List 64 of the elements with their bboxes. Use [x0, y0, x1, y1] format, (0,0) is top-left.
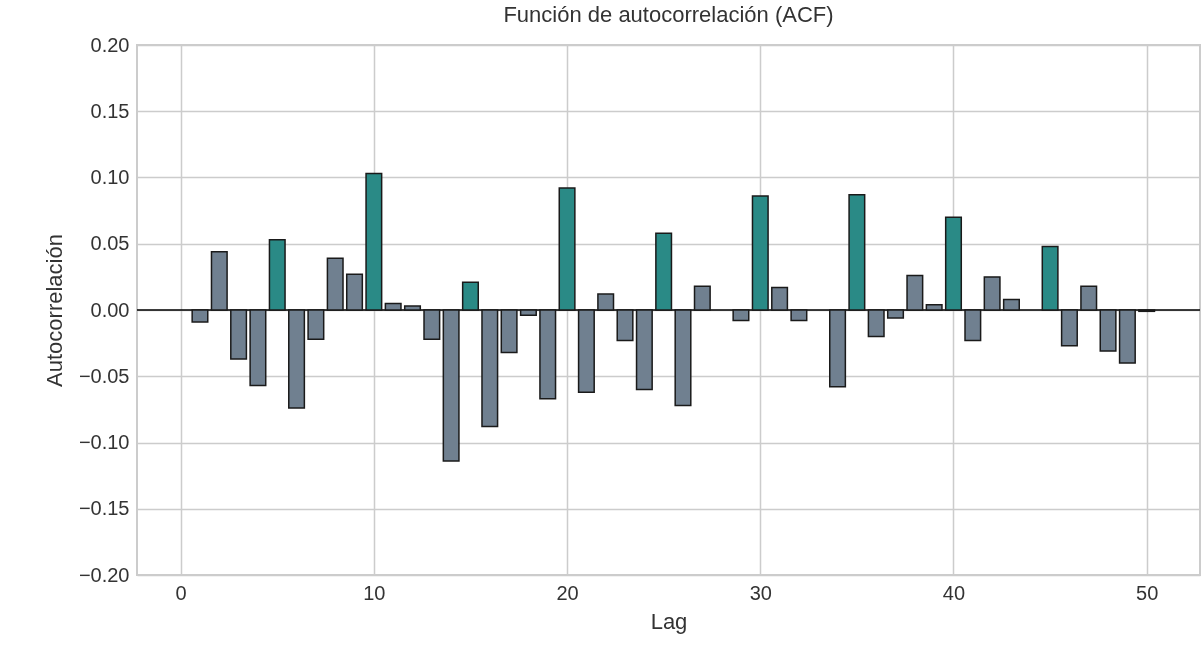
bar — [1060, 309, 1078, 347]
y-axis-title: Autocorrelación — [41, 234, 67, 387]
x-tick-label: 10 — [363, 581, 386, 604]
bar — [249, 309, 267, 387]
bar — [558, 187, 576, 311]
chart-title: Función de autocorrelación (ACF) — [503, 2, 834, 27]
bar — [345, 273, 364, 311]
y-tick-label: 0.10 — [90, 166, 130, 188]
y-tick-label: −0.20 — [78, 563, 130, 586]
y-tick-label: 0.20 — [90, 33, 130, 56]
bar — [1099, 309, 1117, 352]
bar — [925, 303, 943, 311]
bar — [500, 309, 518, 354]
bar — [1118, 309, 1136, 364]
bar — [230, 309, 248, 360]
bar — [442, 309, 460, 462]
bar — [210, 250, 228, 311]
bar — [886, 309, 905, 319]
bar — [1002, 298, 1020, 311]
bar — [751, 195, 769, 311]
bar — [577, 309, 595, 393]
bar — [365, 172, 383, 311]
y-tick-label: 0.05 — [90, 232, 130, 255]
x-tick-label: 40 — [942, 581, 966, 604]
y-tick-label: 0.15 — [90, 99, 130, 122]
bar — [964, 309, 982, 342]
bar — [384, 302, 402, 311]
bar — [268, 239, 286, 311]
bar — [655, 232, 673, 311]
y-tick-label: −0.15 — [78, 497, 130, 520]
bar — [1080, 285, 1098, 311]
x-axis-title: Lag — [650, 608, 688, 634]
bar — [423, 309, 441, 340]
bar — [403, 305, 422, 311]
bar — [732, 309, 750, 322]
bar — [481, 309, 499, 428]
y-tick-label: 0.00 — [90, 298, 130, 321]
bar — [307, 309, 325, 340]
bar — [288, 309, 306, 409]
x-tick-label: 50 — [1136, 581, 1159, 604]
bar — [461, 281, 480, 311]
bar — [1041, 245, 1059, 311]
bar — [944, 216, 963, 311]
bar — [519, 309, 537, 317]
bar — [326, 257, 344, 311]
bar — [906, 274, 924, 311]
x-tick-label: 0 — [175, 581, 187, 604]
bar — [983, 276, 1001, 311]
y-tick-label: −0.05 — [78, 364, 130, 387]
bar — [191, 309, 209, 323]
x-tick-label: 20 — [556, 581, 579, 604]
bar — [771, 286, 789, 311]
bar — [597, 293, 615, 311]
bar — [674, 309, 692, 407]
bar — [790, 309, 808, 322]
bar — [539, 309, 557, 400]
bar — [635, 309, 653, 391]
bar — [867, 309, 885, 338]
x-tick-label: 30 — [749, 581, 772, 604]
y-tick-label: −0.10 — [78, 431, 130, 453]
bar — [829, 309, 847, 388]
bar — [848, 193, 866, 311]
bar — [616, 309, 634, 342]
bar — [693, 285, 711, 311]
